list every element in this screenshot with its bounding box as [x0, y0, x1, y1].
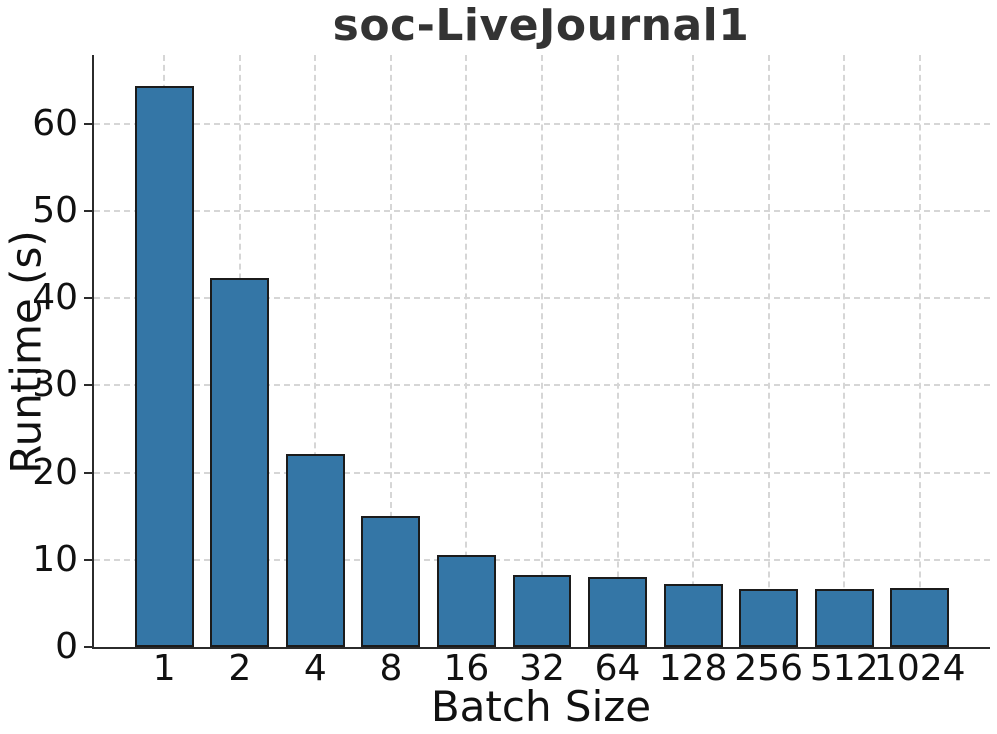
- x-gridline: [918, 55, 921, 647]
- x-gridline: [843, 55, 846, 647]
- bar: [436, 555, 496, 647]
- x-tick-label: 64: [594, 648, 641, 689]
- x-gridline: [314, 55, 317, 647]
- x-tick-label: 512: [809, 648, 879, 689]
- x-tick-label: 32: [519, 648, 565, 689]
- y-tick-mark: [84, 558, 92, 561]
- y-tick-label: 60: [32, 102, 78, 144]
- y-tick-label: 10: [32, 538, 78, 580]
- bar: [890, 587, 950, 647]
- x-tick-label: 128: [658, 648, 728, 689]
- y-tick-mark: [84, 210, 92, 213]
- bar: [285, 454, 345, 647]
- x-tick-label: 2: [228, 648, 252, 689]
- y-tick-label: 20: [32, 451, 78, 493]
- chart-title: soc-LiveJournal1: [332, 0, 750, 51]
- x-gridline: [541, 55, 543, 647]
- bar: [361, 516, 421, 647]
- y-axis-label: Runtime (s): [1, 230, 51, 474]
- x-axis-label: Batch Size: [430, 682, 652, 731]
- bar: [814, 588, 874, 647]
- bar: [512, 574, 572, 647]
- x-tick-label: 1024: [873, 648, 966, 689]
- x-gridline: [389, 55, 392, 647]
- x-tick-label: 4: [303, 648, 327, 689]
- x-gridline: [616, 55, 619, 647]
- plot-area: 0 10 20 30 40 50 60 1 2 4 8 16 32 64 128 256 512 1024: [32, 55, 990, 687]
- x-gridline: [465, 55, 468, 647]
- bar: [210, 278, 270, 647]
- x-tick-label: 8: [379, 648, 403, 689]
- y-tick-label: 40: [32, 277, 78, 319]
- x-gridline: [767, 55, 770, 647]
- x-tick-label: 1: [152, 648, 176, 689]
- x-tick-label: 256: [734, 648, 803, 689]
- x-gridline: [692, 55, 695, 647]
- y-tick-mark: [84, 122, 92, 125]
- bar: [588, 577, 647, 647]
- y-tick-mark: [84, 471, 92, 474]
- bar: [663, 584, 723, 647]
- y-tick-mark: [84, 297, 92, 300]
- y-tick-mark: [84, 646, 92, 648]
- y-tick-mark: [84, 384, 92, 387]
- y-tick-label: 50: [32, 190, 78, 232]
- y-tick-label: 30: [32, 364, 78, 406]
- y-tick-label: 0: [55, 626, 78, 667]
- x-tick-label: 16: [443, 648, 490, 689]
- bar: [739, 588, 799, 647]
- bar: [134, 86, 194, 647]
